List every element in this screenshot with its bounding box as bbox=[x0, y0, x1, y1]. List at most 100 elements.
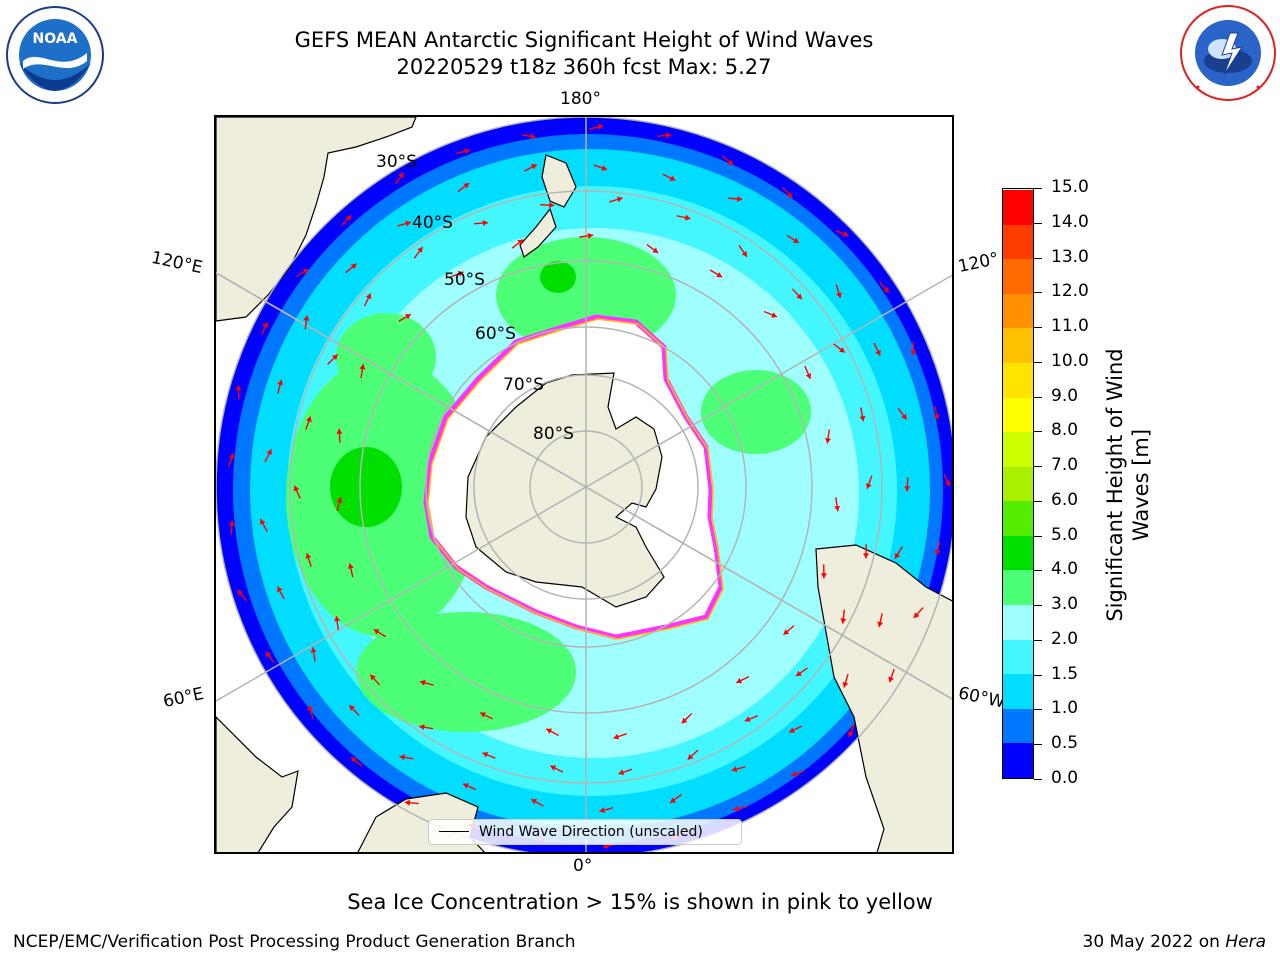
wave-direction-arrow bbox=[738, 244, 748, 258]
wave-direction-arrow bbox=[933, 405, 940, 420]
wave-direction-arrow bbox=[894, 546, 903, 560]
colorbar-tick bbox=[1034, 431, 1042, 433]
footer-date-text: 30 May 2022 on bbox=[1082, 932, 1226, 952]
colorbar-tick-label: 5.0 bbox=[1051, 524, 1079, 545]
colorbar-segment bbox=[1003, 224, 1033, 260]
colorbar-tick bbox=[1034, 327, 1042, 329]
colorbar-tick bbox=[1034, 709, 1042, 711]
wave-direction-arrow bbox=[804, 365, 812, 380]
colorbar-tick bbox=[1034, 257, 1042, 259]
colorbar-segment bbox=[1003, 362, 1033, 398]
colorbar-tick-label: 8.0 bbox=[1051, 420, 1079, 441]
colorbar-tick-label: 15.0 bbox=[1051, 177, 1089, 197]
wave-direction-arrow bbox=[657, 132, 672, 139]
wave-direction-arrow bbox=[877, 613, 884, 628]
wave-direction-arrow bbox=[934, 541, 941, 556]
colorbar-tick bbox=[1034, 605, 1042, 607]
lon-label-60e: 60°E bbox=[161, 683, 206, 713]
wave-direction-arrow bbox=[540, 202, 555, 209]
lon-label-0: 0° bbox=[573, 856, 593, 876]
chart-title: GEFS MEAN Antarctic Significant Height o… bbox=[294, 28, 874, 52]
wave-direction-arrow bbox=[305, 552, 312, 567]
wave-direction-arrow bbox=[259, 518, 268, 532]
wave-direction-arrow bbox=[303, 315, 310, 330]
wave-direction-arrow bbox=[235, 385, 242, 400]
wave-direction-arrow bbox=[669, 793, 682, 804]
footer-date: 30 May 2022 on Hera bbox=[1083, 932, 1267, 952]
wave-direction-arrow bbox=[820, 564, 827, 579]
wave-direction-arrow bbox=[731, 766, 746, 773]
colorbar-segment bbox=[1003, 535, 1033, 571]
wave-direction-arrow bbox=[840, 609, 847, 624]
noaa-logo: NOAA bbox=[6, 6, 104, 104]
wave-direction-arrow bbox=[545, 728, 559, 737]
wave-direction-arrow bbox=[913, 607, 924, 619]
wave-direction-arrow bbox=[863, 544, 870, 559]
wave-direction-arrow bbox=[399, 754, 414, 761]
wave-direction-arrow bbox=[397, 220, 412, 227]
nws-logo bbox=[1180, 5, 1276, 101]
wave-direction-arrow bbox=[293, 485, 301, 499]
sea-ice-note: Sea Ice Concentration > 15% is shown in … bbox=[347, 890, 933, 914]
wave-direction-arrow bbox=[744, 715, 758, 722]
wave-direction-arrow bbox=[419, 679, 434, 686]
graticule bbox=[216, 117, 952, 852]
colorbar-tick bbox=[1034, 466, 1042, 468]
colorbar bbox=[1002, 188, 1034, 779]
wave-direction-arrow bbox=[721, 155, 734, 166]
colorbar-segment bbox=[1003, 673, 1033, 709]
wave-direction-arrow bbox=[307, 705, 314, 719]
lat-label-80s: 80°S bbox=[533, 424, 574, 444]
wave-direction-arrow bbox=[237, 589, 248, 602]
wave-direction-arrow bbox=[681, 713, 693, 724]
colorbar-tick-label: 0.5 bbox=[1051, 733, 1079, 754]
wave-direction-arrow bbox=[593, 164, 608, 171]
wave-direction-arrow bbox=[521, 133, 536, 140]
lon-label-180: 180° bbox=[560, 89, 601, 109]
colorbar-tick bbox=[1034, 535, 1042, 537]
legend-label: Wind Wave Direction (unscaled) bbox=[479, 824, 703, 840]
colorbar-tick bbox=[1034, 744, 1042, 746]
wave-direction-arrow bbox=[398, 313, 412, 322]
wave-direction-arrow bbox=[261, 321, 268, 336]
wave-direction-arrow bbox=[618, 768, 633, 776]
wave-direction-arrow bbox=[791, 288, 803, 300]
colorbar-segment bbox=[1003, 708, 1033, 744]
colorbar-tick bbox=[1034, 674, 1042, 676]
colorbar-segment bbox=[1003, 742, 1033, 778]
wave-direction-arrow bbox=[733, 805, 747, 812]
colorbar-tick-label: 6.0 bbox=[1051, 489, 1079, 510]
wave-direction-arrow bbox=[687, 749, 699, 761]
colorbar-segment bbox=[1003, 327, 1033, 363]
wave-direction-arrow bbox=[943, 473, 951, 487]
wave-direction-arrow bbox=[599, 807, 614, 814]
chart-subtitle: 20220529 t18z 360h fcst Max: 5.27 bbox=[396, 55, 772, 79]
footer-branch: NCEP/EMC/Verification Post Processing Pr… bbox=[13, 932, 576, 952]
wave-direction-arrow bbox=[786, 234, 800, 244]
lat-label-60s: 60°S bbox=[475, 324, 516, 344]
colorbar-segment bbox=[1003, 466, 1033, 502]
wave-direction-arrow bbox=[833, 343, 846, 354]
wave-direction-arrow bbox=[336, 428, 343, 443]
wave-direction-arrow bbox=[310, 647, 317, 662]
wave-direction-arrow bbox=[373, 628, 387, 638]
colorbar-tick bbox=[1034, 188, 1042, 189]
colorbar-tick bbox=[1034, 500, 1042, 502]
wave-direction-arrow bbox=[345, 263, 357, 274]
colorbar-tick bbox=[1034, 396, 1042, 398]
wave-direction-arrow bbox=[879, 281, 890, 294]
wave-direction-arrow bbox=[788, 725, 803, 733]
colorbar-tick-label: 2.0 bbox=[1051, 628, 1079, 649]
wave-direction-arrow bbox=[473, 220, 488, 227]
lat-label-40s: 40°S bbox=[412, 213, 453, 233]
wave-direction-arrow bbox=[404, 799, 419, 806]
wave-direction-arrow bbox=[327, 353, 339, 365]
colorbar-tick-label: 4.0 bbox=[1051, 559, 1079, 580]
colorbar-segment bbox=[1003, 500, 1033, 536]
colorbar-label: Significant Height of Wind Waves [m] bbox=[1103, 348, 1153, 622]
map-canvas bbox=[216, 117, 952, 852]
polar-map bbox=[214, 115, 954, 854]
colorbar-tick bbox=[1034, 361, 1042, 363]
colorbar-tick-label: 1.0 bbox=[1051, 698, 1079, 719]
wave-direction-arrow bbox=[859, 407, 866, 422]
